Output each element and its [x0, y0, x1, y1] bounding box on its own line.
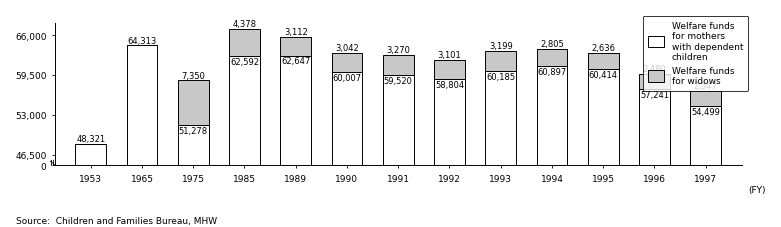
- Bar: [485, 52, 516, 72]
- Text: Source:  Children and Families Bureau, MHW: Source: Children and Families Bureau, MH…: [16, 216, 217, 225]
- Bar: [588, 70, 619, 165]
- Text: 2,805: 2,805: [540, 40, 564, 49]
- Bar: [178, 126, 209, 165]
- Bar: [639, 89, 670, 165]
- Bar: [537, 67, 567, 165]
- Text: 2,480: 2,480: [643, 64, 666, 74]
- Bar: [537, 50, 567, 67]
- Text: 60,007: 60,007: [333, 73, 362, 82]
- Text: 3,112: 3,112: [284, 28, 308, 37]
- Text: (FY): (FY): [748, 185, 766, 194]
- Text: 62,647: 62,647: [281, 57, 310, 66]
- Text: 51,278: 51,278: [179, 127, 208, 136]
- Bar: [332, 73, 362, 165]
- Text: 3,101: 3,101: [437, 51, 462, 60]
- Text: 60,185: 60,185: [486, 72, 515, 81]
- Bar: [383, 56, 414, 76]
- Bar: [229, 57, 260, 165]
- Text: 4,378: 4,378: [233, 20, 256, 29]
- Bar: [75, 144, 106, 165]
- Bar: [178, 81, 209, 126]
- Text: 2,636: 2,636: [591, 44, 615, 53]
- Bar: [690, 106, 721, 165]
- Text: 62,592: 62,592: [230, 58, 259, 67]
- Bar: [383, 76, 414, 165]
- Bar: [229, 30, 260, 57]
- Bar: [434, 80, 465, 165]
- Legend: Welfare funds
for mothers
with dependent
children, Welfare funds
for widows: Welfare funds for mothers with dependent…: [643, 17, 748, 91]
- Text: 58,804: 58,804: [435, 81, 464, 90]
- Text: 57,241: 57,241: [640, 90, 669, 99]
- Text: 60,414: 60,414: [589, 71, 618, 80]
- Text: 64,313: 64,313: [127, 36, 156, 45]
- Bar: [280, 37, 311, 56]
- Text: 48,321: 48,321: [76, 134, 105, 143]
- Bar: [332, 54, 362, 73]
- Bar: [485, 72, 516, 165]
- Bar: [588, 54, 619, 70]
- Text: 3,042: 3,042: [335, 44, 358, 53]
- Text: 7,350: 7,350: [181, 71, 205, 80]
- Bar: [280, 56, 311, 165]
- Bar: [690, 92, 721, 106]
- Text: 54,499: 54,499: [691, 107, 720, 116]
- Text: 3,199: 3,199: [489, 42, 512, 51]
- Text: 60,897: 60,897: [537, 68, 566, 77]
- Text: 59,520: 59,520: [383, 76, 412, 85]
- Bar: [127, 46, 157, 165]
- Text: 3,270: 3,270: [387, 46, 410, 55]
- Text: 2,347: 2,347: [694, 82, 718, 91]
- Text: ≠: ≠: [48, 156, 57, 164]
- Bar: [434, 61, 465, 80]
- Bar: [639, 74, 670, 89]
